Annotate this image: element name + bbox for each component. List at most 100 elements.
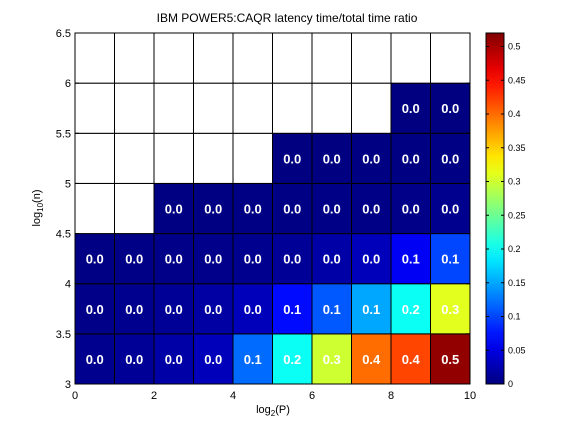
cell-value-label: 0.0 (362, 202, 380, 217)
x-tick-label: 10 (464, 390, 476, 402)
cell-value-label: 0.0 (441, 202, 459, 217)
cell-value-label: 0.0 (125, 302, 143, 317)
heatmap-cell (153, 82, 194, 134)
heatmap-cell (390, 82, 431, 134)
heatmap-cell (232, 32, 273, 84)
heatmap-cell (272, 132, 313, 184)
colorbar-tick-label: 0.05 (508, 345, 526, 355)
cell-value-label: 0.0 (244, 202, 262, 217)
heatmap-cell (430, 132, 471, 184)
colorbar: 0 0.05 0.1 0.15 0.2 0.25 0.3 0.35 0.4 0.45 0.5 (485, 32, 526, 389)
y-tick-label: 6.5 (56, 28, 71, 40)
heatmap-cell (390, 182, 431, 235)
heatmap-cell (193, 233, 234, 285)
heatmap-cell (390, 32, 431, 84)
cell-value-label: 0.1 (441, 252, 459, 267)
heatmap-cell (114, 32, 155, 84)
heatmap-cell (232, 132, 273, 184)
cell-value-label: 0.0 (204, 202, 222, 217)
cell-value-label: 0.0 (402, 101, 420, 116)
heatmap-cell (272, 82, 313, 134)
cell-value-label: 0.0 (165, 202, 183, 217)
cell-value-label: 0.0 (86, 352, 104, 367)
cell-value-label: 0.0 (86, 302, 104, 317)
cell-value-label: 0.0 (283, 151, 301, 166)
cell-value-label: 0.0 (402, 202, 420, 217)
cell-value-label: 0.0 (244, 252, 262, 267)
x-tick-label: 4 (230, 390, 236, 402)
colorbar-tick-label: 0.45 (508, 75, 526, 85)
cell-value-label: 0.0 (125, 352, 143, 367)
cell-value-label: 0.0 (204, 352, 222, 367)
cell-value-label: 0.0 (283, 202, 301, 217)
y-axis-label: log10(n) (31, 189, 45, 226)
heatmap-cell (114, 233, 155, 285)
x-tick-label: 6 (309, 390, 315, 402)
cell-value-label: 0.0 (86, 252, 104, 267)
y-tick-label: 3.5 (56, 329, 71, 341)
cell-value-label: 0.0 (165, 352, 183, 367)
cell-value-label: 0.1 (402, 252, 420, 267)
cell-value-label: 0.1 (323, 302, 341, 317)
colorbar-tick-label: 0.5 (508, 42, 521, 52)
heatmap-cell (232, 283, 273, 335)
x-tick-label: 2 (151, 390, 157, 402)
heatmap-cell (193, 82, 234, 134)
x-tick-label: 0 (72, 390, 78, 402)
axes: 0 2 4 6 8 10 3 3.5 4 4.5 5 5.5 6 6.5 (56, 28, 476, 402)
x-tick-label: 8 (388, 390, 394, 402)
plot-frame (74, 32, 471, 385)
heatmap-cell (153, 333, 194, 385)
heatmap-cell (311, 283, 352, 335)
x-axis-label: log2(P) (256, 404, 290, 418)
heatmap-cell (74, 132, 115, 184)
heatmap-cell (153, 283, 194, 335)
heatmap-cell (351, 32, 392, 84)
plot-area: 0.0 0.0 0.0 0.0 0.1 0.2 0.3 0.4 0.4 0.5 0.0 0.0 0.0 0… (74, 32, 471, 385)
cell-value-label: 0.0 (283, 252, 301, 267)
heatmap-cell (430, 32, 471, 84)
colorbar-tick-label: 0.25 (508, 210, 526, 220)
heatmap-cell (351, 82, 392, 134)
cell-value-label: 0.0 (323, 252, 341, 267)
cell-value-label: 0.0 (441, 101, 459, 116)
y-tick-label: 4 (65, 279, 71, 291)
y-tick-label: 3 (65, 379, 71, 391)
cell-value-label: 0.0 (323, 151, 341, 166)
chart-title: IBM POWER5:CAQR latency time/total time … (157, 11, 418, 25)
heatmap-cell (390, 333, 431, 385)
heatmap-cell (272, 32, 313, 84)
cell-value-label: 0.0 (362, 252, 380, 267)
cell-value-label: 0.3 (323, 352, 341, 367)
heatmap-cell (311, 32, 352, 84)
cell-value-label: 0.0 (165, 302, 183, 317)
cell-value-label: 0.4 (402, 352, 421, 367)
cell-value-label: 0.0 (244, 302, 262, 317)
heatmap-cell (390, 233, 431, 285)
heatmap-cell (74, 182, 115, 235)
cell-value-label: 0.0 (165, 252, 183, 267)
heatmap-cell (114, 132, 155, 184)
heatmap-cell (430, 182, 471, 235)
heatmap-cell (232, 82, 273, 134)
heatmap-cell (74, 333, 115, 385)
y-tick-label: 4.5 (56, 229, 71, 241)
heatmap-cell (74, 82, 115, 134)
cell-value-label: 0.0 (204, 302, 222, 317)
heatmap-cell (114, 283, 155, 335)
colorbar-tick-label: 0.3 (508, 177, 521, 187)
heatmap-cell (193, 32, 234, 84)
heatmap-cell (193, 132, 234, 184)
colorbar-gradient (485, 32, 505, 385)
heatmap-cell (74, 32, 115, 84)
colorbar-tick-label: 0.35 (508, 143, 526, 153)
cell-value-label: 0.0 (402, 151, 420, 166)
heatmap-cell (311, 82, 352, 134)
heatmap-cell (311, 182, 352, 235)
heatmap-cell (114, 182, 155, 235)
cell-value-label: 0.5 (441, 352, 459, 367)
cell-value-label: 0.0 (362, 151, 380, 166)
colorbar-tick-label: 0.15 (508, 278, 526, 288)
